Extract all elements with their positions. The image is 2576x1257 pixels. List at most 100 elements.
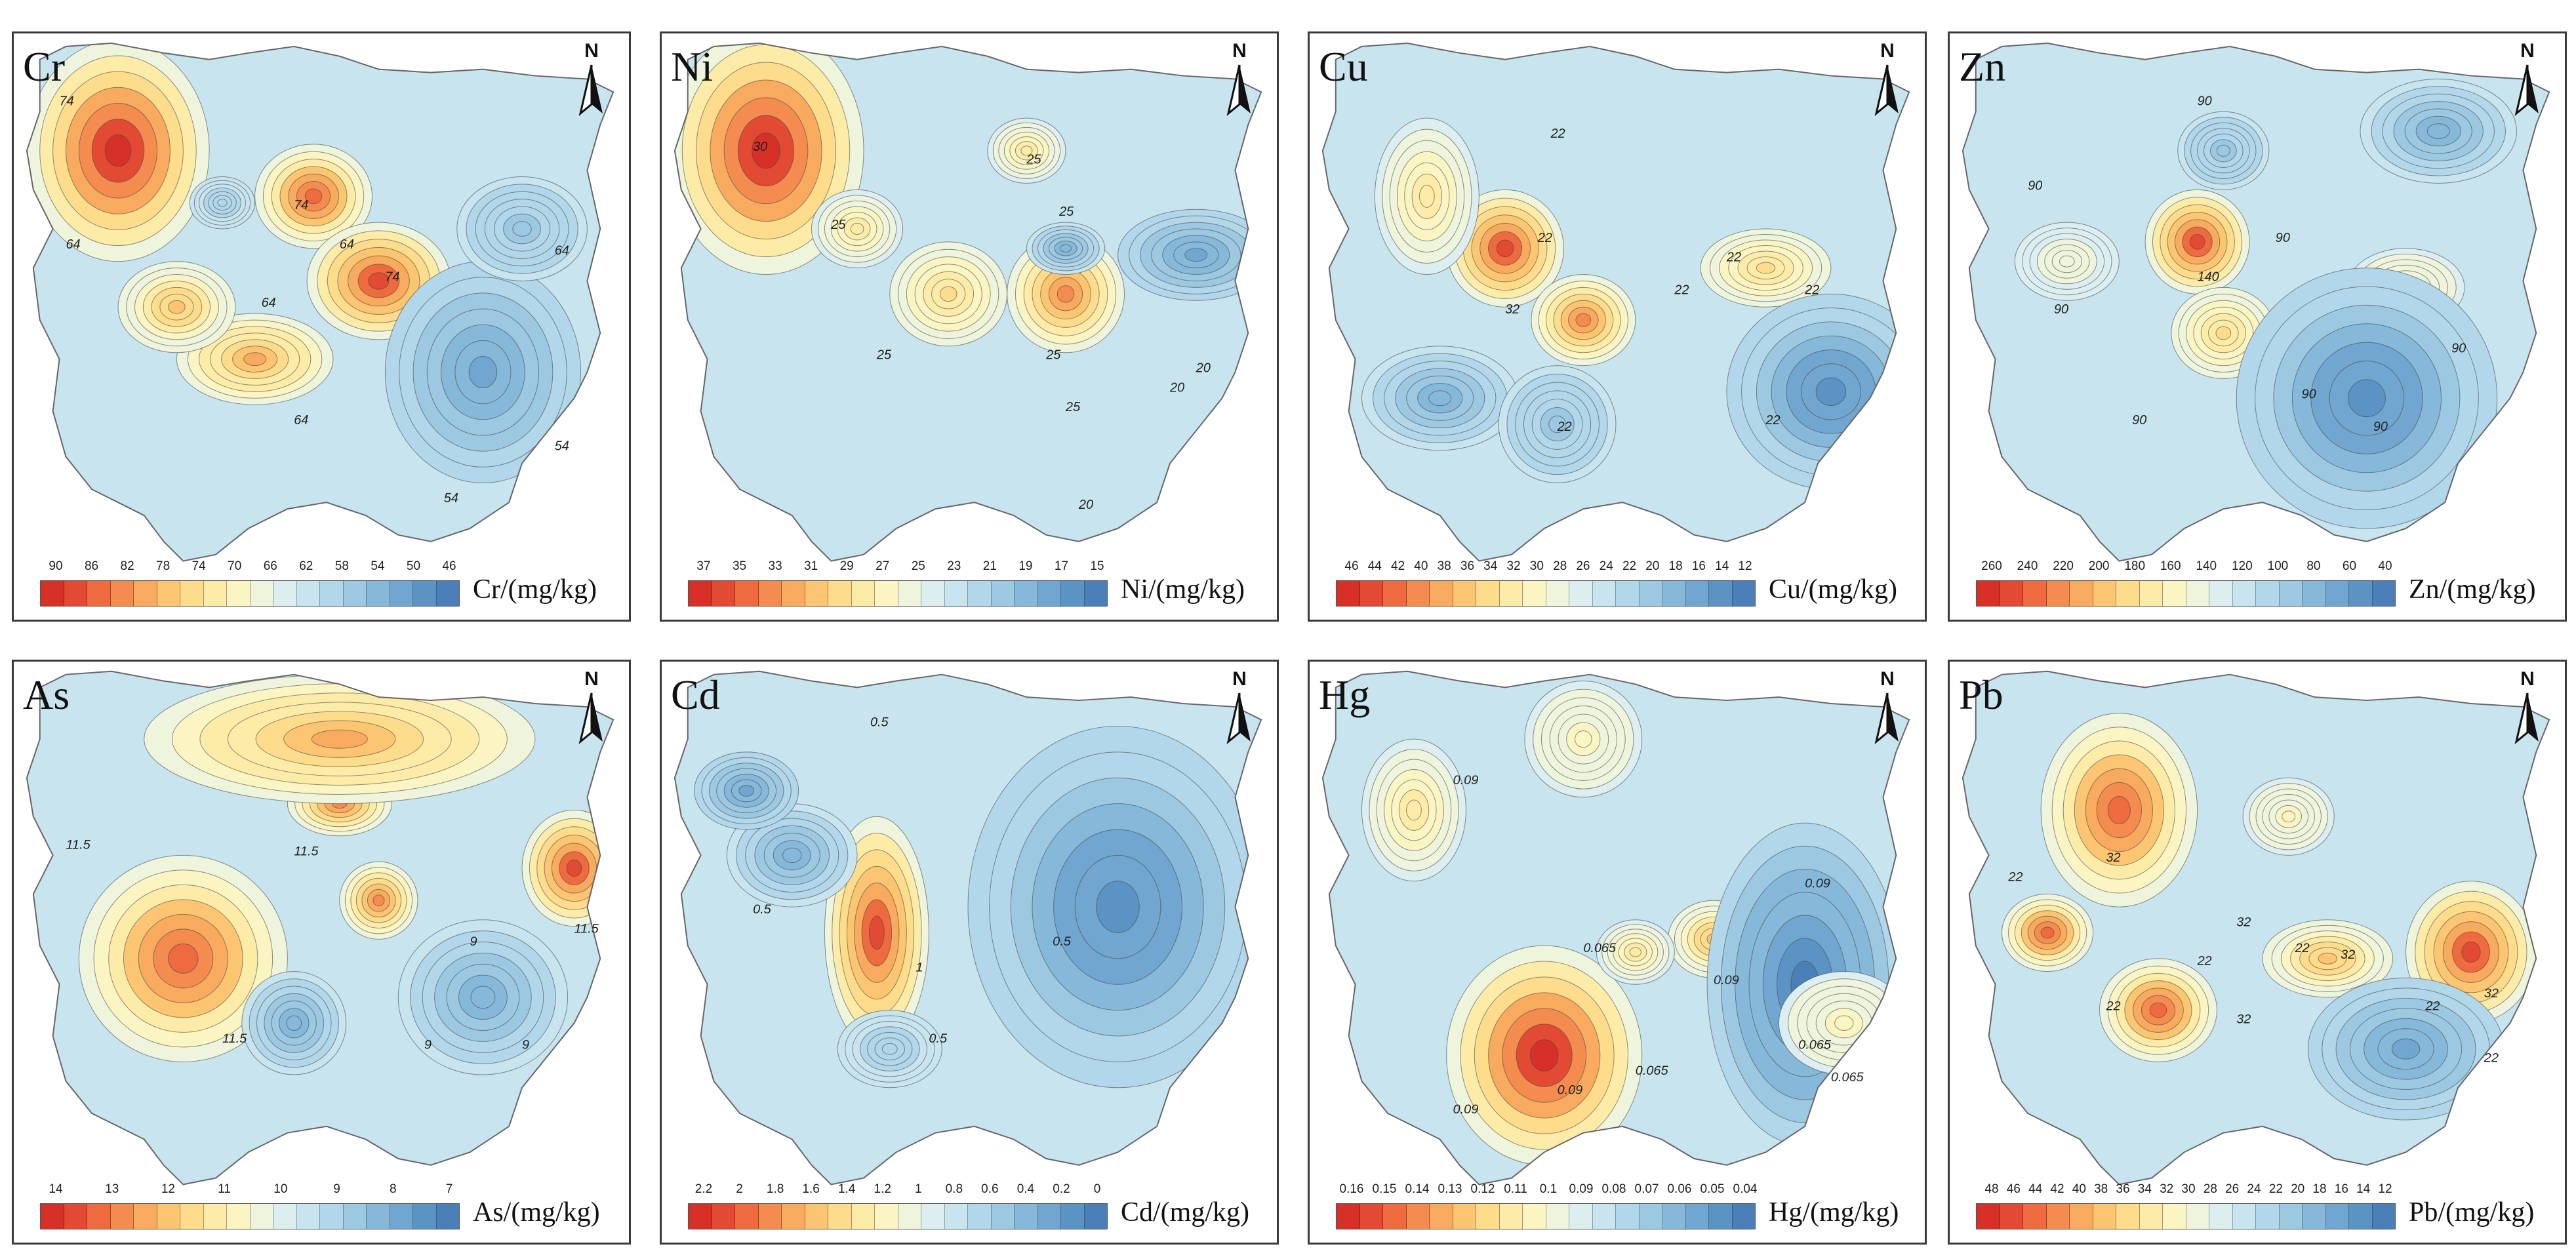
legend-color-bar (1976, 580, 2396, 607)
legend-swatch (1732, 581, 1755, 606)
north-arrow-icon: N (569, 668, 614, 753)
legend-swatch (2139, 581, 2163, 606)
legend-tick-label: 12 (2378, 1182, 2392, 1196)
contour-label: 9 (470, 934, 477, 949)
legend-swatch (1592, 1204, 1616, 1229)
legend-ticks: 0.16 0.15 0.14 0.13 0.12 0.11 0.1 0.09 0.08 0.07 0… (1336, 1182, 1758, 1199)
legend-swatch (1359, 1204, 1383, 1229)
legend-swatch (320, 581, 344, 606)
legend-swatch (1685, 1204, 1709, 1229)
contour-ring (168, 943, 199, 974)
contour-ring (1428, 390, 1452, 407)
legend-swatch (921, 1204, 945, 1229)
contour-ring (2282, 810, 2296, 823)
legend-swatch (1616, 1204, 1640, 1229)
panel-title: Pb (1959, 671, 2003, 718)
contour-ring (2215, 326, 2232, 340)
legend-unit-label: Zn/(mg/kg) (2409, 574, 2536, 605)
legend-swatch (436, 581, 459, 606)
contour-label: 64 (340, 237, 354, 252)
legend-swatch (782, 1204, 805, 1229)
contour-label: 64 (262, 296, 276, 310)
legend-ticks: 90 86 82 78 74 70 66 62 58 54 50 46 (40, 559, 460, 576)
legend-tick-label: 40 (1414, 559, 1428, 573)
legend-swatch (1499, 1204, 1523, 1229)
contour-label: 0.5 (870, 715, 889, 730)
legend-swatch (2000, 581, 2023, 606)
legend-tick-label: 62 (299, 559, 313, 573)
legend-color-bar (40, 1203, 460, 1229)
legend-swatch (1639, 1204, 1662, 1229)
legend-tick-label: 38 (1437, 559, 1451, 573)
legend-swatch (2209, 1204, 2233, 1229)
legend-tick-label: 18 (2312, 1182, 2327, 1196)
contour-label: 22 (1765, 413, 1781, 428)
legend-color-bar (1336, 1203, 1756, 1229)
legend-swatch (782, 581, 805, 606)
contour-label: 22 (1557, 420, 1572, 434)
north-arrow-icon: N (2505, 40, 2550, 125)
study-area-boundary (1962, 42, 2550, 562)
legend-tick-label: 10 (273, 1182, 288, 1196)
map-panel-cu: 22 22 32 22 22 22 22 22 Cu N 46 44 42 40 38 36 34 32 30 28 2… (1308, 31, 1927, 622)
legend-tick-label: 34 (1483, 559, 1498, 573)
legend-tick-label: 0.09 (1569, 1182, 1594, 1196)
study-area-boundary (1962, 670, 2550, 1186)
legend-swatch (828, 1204, 852, 1229)
legend-tick-label: 46 (1344, 559, 1359, 573)
map-panel-hg: 0.09 0.065 0.065 0.09 0.09 0.065 0.09 0.09 0.065… (1308, 660, 1927, 1245)
north-arrow-icon: N (1864, 40, 1910, 125)
north-label: N (2520, 40, 2535, 62)
legend-tick-label: 0.6 (981, 1182, 999, 1196)
legend-swatch (1732, 1204, 1755, 1229)
legend-tick-label: 58 (334, 559, 349, 573)
legend-swatch (1476, 1204, 1500, 1229)
contour-label: 22 (1674, 283, 1689, 297)
contour-label: 54 (555, 439, 569, 454)
contour-label: 25 (1058, 205, 1074, 219)
legend-tick-label: 260 (1981, 559, 2002, 573)
legend-tick-label: 26 (2225, 1182, 2240, 1196)
contour-ring (1834, 1015, 1854, 1031)
legend-swatch (2256, 581, 2280, 606)
legend-tick-label: 20 (2291, 1182, 2305, 1196)
legend-swatch (1616, 581, 1640, 606)
contour-label: 0.09 (1714, 973, 1739, 988)
contour-label: 74 (294, 198, 308, 212)
contour-label: 0.09 (1453, 773, 1479, 788)
legend-swatch (2303, 1204, 2326, 1229)
contour-ring (752, 132, 780, 169)
legend-swatch (110, 1204, 134, 1229)
legend-swatch (1639, 581, 1662, 606)
legend-swatch (320, 1204, 344, 1229)
legend-swatch (1406, 581, 1430, 606)
legend-tick-label: 1.4 (837, 1182, 856, 1196)
legend-swatch (180, 1204, 204, 1229)
legend-swatch (2325, 1204, 2349, 1229)
legend-swatch (2232, 581, 2256, 606)
legend-swatch (944, 581, 968, 606)
legend-tick-label: 12 (1738, 559, 1752, 573)
contour-label: 90 (2054, 302, 2068, 317)
legend-tick-label: 0.1 (1539, 1182, 1558, 1196)
contour-label: 20 (1169, 380, 1184, 395)
legend-swatch (157, 581, 180, 606)
panel-title: Cd (671, 671, 720, 718)
color-legend: 90 86 82 78 74 70 66 62 58 54 50 46 Cr/(mg/kg) (40, 559, 620, 612)
legend-swatch (227, 581, 251, 606)
legend-tick-label: 7 (445, 1182, 453, 1196)
legend-swatch (805, 581, 828, 606)
legend-tick-label: 12 (161, 1182, 175, 1196)
contour-ring (2189, 234, 2205, 250)
contour-ring (2391, 1038, 2421, 1060)
legend-tick-label: 80 (2306, 559, 2321, 573)
contour-label: 32 (1505, 302, 1519, 317)
legend-tick-label: 32 (1506, 559, 1521, 573)
legend-tick-label: 42 (2050, 1182, 2064, 1196)
contour-ring (939, 286, 957, 302)
north-label: N (1880, 668, 1895, 690)
north-arrow-icon: N (569, 40, 614, 125)
legend-tick-label: 38 (2094, 1182, 2108, 1196)
contour-ring (368, 272, 390, 290)
legend-unit-label: Cd/(mg/kg) (1121, 1197, 1249, 1227)
